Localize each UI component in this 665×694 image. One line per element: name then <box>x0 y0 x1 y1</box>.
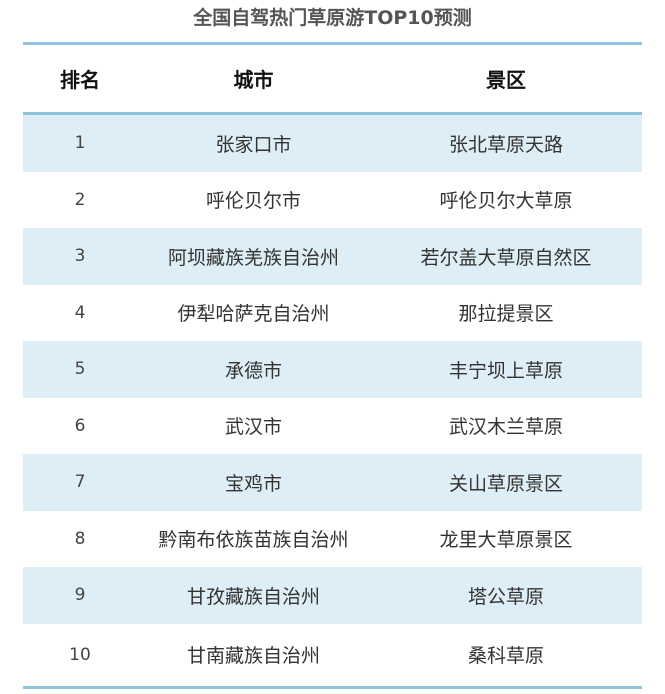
scenic-cell: 塔公草原 <box>467 585 544 608</box>
scenic-cell: 武汉木兰草原 <box>448 416 563 439</box>
scenic-cell: 丰宁坝上草原 <box>448 359 563 382</box>
scenic-cell: 张北草原天路 <box>448 133 563 156</box>
table-row: 5 承德市 丰宁坝上草原 <box>23 341 642 398</box>
scenic-cell: 若尔盖大草原自然区 <box>420 246 592 269</box>
table-row: 2 呼伦贝尔市 呼伦贝尔大草原 <box>23 172 642 229</box>
bottom-divider <box>23 685 642 689</box>
table-row: 8 黔南布依族苗族自治州 龙里大草原景区 <box>23 511 642 568</box>
scenic-cell: 关山草原景区 <box>448 472 563 495</box>
top-divider <box>23 42 642 45</box>
city-cell: 承德市 <box>224 359 282 382</box>
city-cell: 张家口市 <box>215 133 292 156</box>
header-divider <box>23 112 642 115</box>
city-cell: 甘孜藏族自治州 <box>186 585 320 608</box>
rank-cell: 5 <box>74 359 86 380</box>
header-city: 城市 <box>233 68 274 92</box>
page-title: 全国自驾热门草原游TOP10预测 <box>193 7 472 29</box>
city-cell: 阿坝藏族羌族自治州 <box>167 246 339 269</box>
scenic-cell: 龙里大草原景区 <box>439 529 573 552</box>
city-cell: 武汉市 <box>224 416 282 439</box>
city-cell: 黔南布依族苗族自治州 <box>158 529 349 552</box>
scenic-cell: 桑科草原 <box>467 645 544 667</box>
rank-cell: 3 <box>74 246 86 267</box>
scenic-cell: 那拉提景区 <box>458 303 554 326</box>
rank-cell: 8 <box>74 528 86 549</box>
rank-cell: 2 <box>74 189 86 210</box>
table-row: 7 宝鸡市 关山草原景区 <box>23 454 642 511</box>
table-header: 排名 城市 景区 <box>23 45 642 112</box>
rank-cell: 9 <box>74 585 86 606</box>
city-cell: 甘南藏族自治州 <box>186 645 320 667</box>
table-row: 3 阿坝藏族羌族自治州 若尔盖大草原自然区 <box>23 228 642 285</box>
rank-cell: 7 <box>74 472 86 493</box>
rank-cell: 6 <box>74 415 86 436</box>
rank-cell: 10 <box>69 644 91 665</box>
header-scenic: 景区 <box>486 68 526 92</box>
scenic-cell: 呼伦贝尔大草原 <box>439 190 573 213</box>
header-rank: 排名 <box>60 68 100 92</box>
city-cell: 伊犁哈萨克自治州 <box>177 303 330 326</box>
city-cell: 呼伦贝尔市 <box>205 190 301 213</box>
table-row: 1 张家口市 张北草原天路 <box>23 115 642 172</box>
table-row: 4 伊犁哈萨克自治州 那拉提景区 <box>23 285 642 342</box>
rank-cell: 1 <box>74 133 86 154</box>
rank-cell: 4 <box>74 302 86 323</box>
table-row: 10 甘南藏族自治州 桑科草原 <box>23 624 642 686</box>
table-row: 9 甘孜藏族自治州 塔公草原 <box>23 567 642 624</box>
ranking-table: 排名 城市 景区 1 张家口市 张北草原天路 2 呼伦贝尔市 呼伦贝尔大草原 3 阿坝藏族羌族… <box>23 42 642 689</box>
table-row: 6 武汉市 武汉木兰草原 <box>23 398 642 455</box>
city-cell: 宝鸡市 <box>224 472 282 495</box>
